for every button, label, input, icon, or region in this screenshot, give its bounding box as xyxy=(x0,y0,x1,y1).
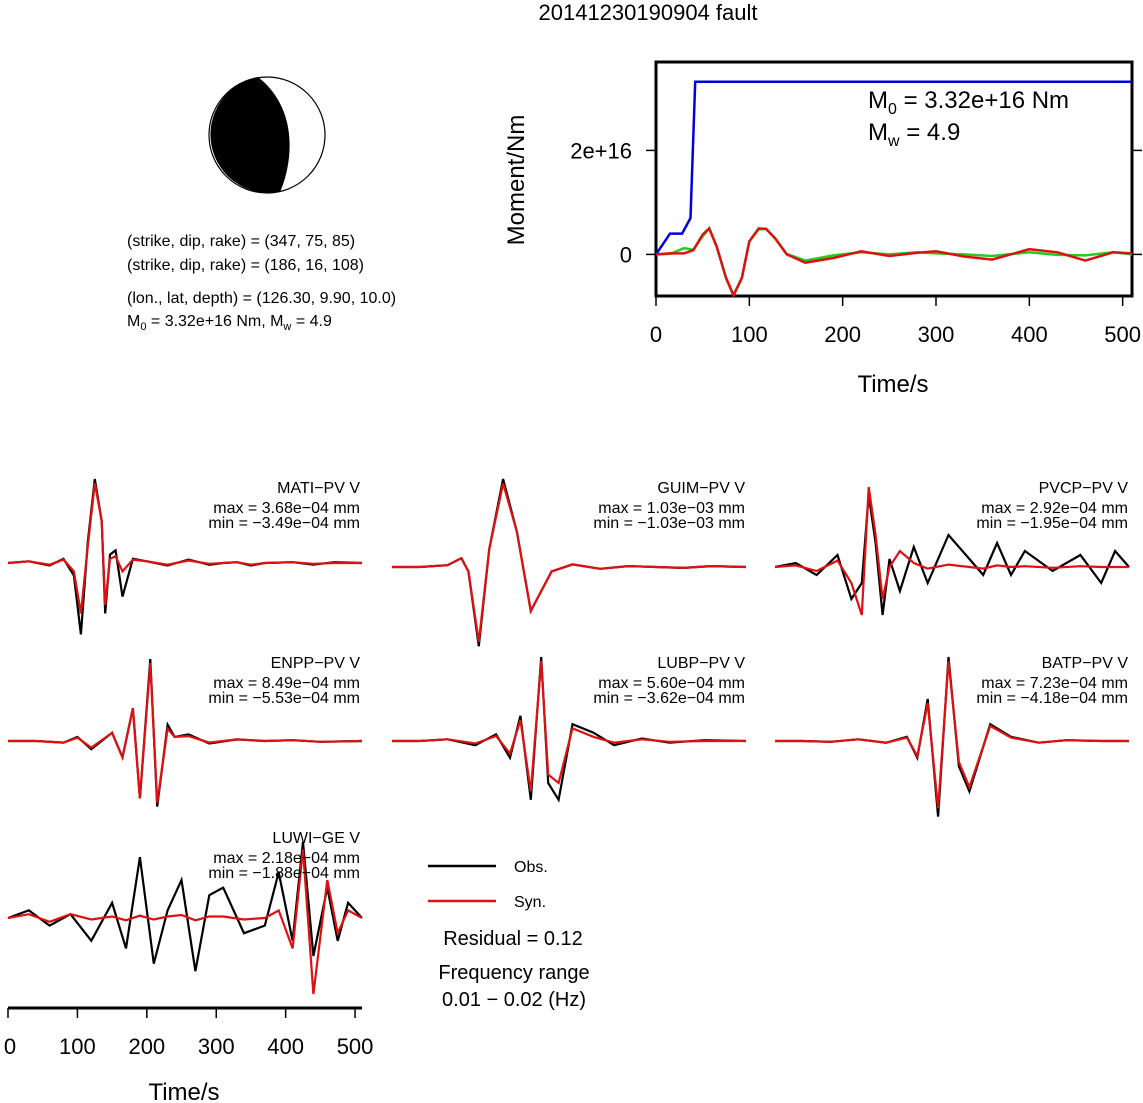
waveform-xtick-label: 400 xyxy=(267,1034,304,1059)
station-min: min = −4.18e−04 mm xyxy=(976,690,1128,707)
moment-series xyxy=(654,80,1133,299)
info-line-1: (strike, dip, rake) = (347, 75, 85) xyxy=(127,233,355,250)
observed-trace xyxy=(7,841,363,972)
moment-xtick-label: 500 xyxy=(1104,322,1141,347)
moment-series-line-2 xyxy=(655,226,1133,299)
moment-series-line-0 xyxy=(654,80,1132,256)
frequency-range-value: 0.01 − 0.02 (Hz) xyxy=(442,989,586,1011)
synthetic-trace xyxy=(7,483,362,614)
synthetic-trace xyxy=(7,849,363,995)
waveform-xtick-label: 100 xyxy=(59,1034,96,1059)
station-max: max = 3.68e−04 mm xyxy=(213,500,360,517)
station-max: max = 1.03e−03 mm xyxy=(598,500,745,517)
moment-ylabel: Moment/Nm xyxy=(503,115,530,246)
synthetic-trace xyxy=(392,483,747,642)
synthetic-trace xyxy=(775,661,1129,809)
moment-xtick-label: 300 xyxy=(918,322,955,347)
moment-annotation-m0: M0 = 3.32e+16 Nm xyxy=(868,87,1069,118)
station-min: min = −1.95e−04 mm xyxy=(976,515,1128,532)
legend-obs-label: Obs. xyxy=(514,859,548,876)
station-min: min = −1.03e−03 mm xyxy=(593,515,745,532)
synthetic-trace xyxy=(392,661,746,792)
moment-series-line-1 xyxy=(655,226,1133,298)
station-max: max = 8.49e−04 mm xyxy=(213,675,360,692)
info-line-3: (lon., lat, depth) = (126.30, 9.90, 10.0… xyxy=(127,290,396,307)
legend-syn-label: Syn. xyxy=(514,894,546,911)
moment-xtick-label: 200 xyxy=(824,322,861,347)
station-min: min = −3.62e−04 mm xyxy=(593,690,745,707)
station-min: min = −5.53e−04 mm xyxy=(208,690,360,707)
moment-annotation-mw: Mw = 4.9 xyxy=(868,119,960,150)
synthetic-trace xyxy=(774,486,1129,616)
moment-axis-ticks: 0 100 200 300 400 500 0 2e+16 xyxy=(570,138,1142,347)
waveform-xtick-label: 500 xyxy=(337,1034,374,1059)
station-name: ENPP−PV V xyxy=(271,655,361,672)
moment-ytick-label: 0 xyxy=(620,242,632,267)
moment-plot-frame xyxy=(654,60,1134,298)
info-line-2: (strike, dip, rake) = (186, 16, 108) xyxy=(127,257,364,274)
station-name: BATP−PV V xyxy=(1042,655,1129,672)
station-name: LUWI−GE V xyxy=(272,830,360,847)
moment-ytick-label: 2e+16 xyxy=(570,138,632,163)
station-name: PVCP−PV V xyxy=(1039,480,1129,497)
moment-xtick-label: 100 xyxy=(731,322,768,347)
station-max: max = 2.92e−04 mm xyxy=(981,500,1128,517)
moment-xlabel: Time/s xyxy=(857,371,928,398)
frequency-range-title: Frequency range xyxy=(438,962,589,984)
waveform-time-axis: Time/s 0 100 200 300 400 500 xyxy=(4,1006,374,1103)
waveform-xtick-label: 300 xyxy=(198,1034,235,1059)
moment-xtick-label: 0 xyxy=(650,322,662,347)
waveform-xtick-label: 200 xyxy=(128,1034,165,1059)
station-name: LUBP−PV V xyxy=(657,655,745,672)
station-max: max = 7.23e−04 mm xyxy=(981,675,1128,692)
focal-mechanism-beachball xyxy=(208,76,326,194)
info-moment-line: M0 = 3.32e+16 Nm, Mw = 4.9 xyxy=(127,313,332,333)
station-min: min = −3.49e−04 mm xyxy=(208,515,360,532)
synthetic-trace xyxy=(8,663,363,803)
station-max: max = 5.60e−04 mm xyxy=(598,675,745,692)
source-info: (strike, dip, rake) = (347, 75, 85) (str… xyxy=(127,233,396,333)
waveform-xlabel: Time/s xyxy=(148,1079,219,1103)
residual-text: Residual = 0.12 xyxy=(443,928,583,950)
waveform-legend: Obs. Syn. Residual = 0.12 Frequency rang… xyxy=(428,859,590,1011)
figure-title: 20141230190904 fault xyxy=(539,0,758,25)
station-name: GUIM−PV V xyxy=(657,480,745,497)
station-min: min = −1.88e−04 mm xyxy=(208,865,360,882)
station-max: max = 2.18e−04 mm xyxy=(213,850,360,867)
station-name: MATI−PV V xyxy=(277,480,360,497)
waveform-xtick-label: 0 xyxy=(4,1034,16,1059)
moment-xtick-label: 400 xyxy=(1011,322,1048,347)
